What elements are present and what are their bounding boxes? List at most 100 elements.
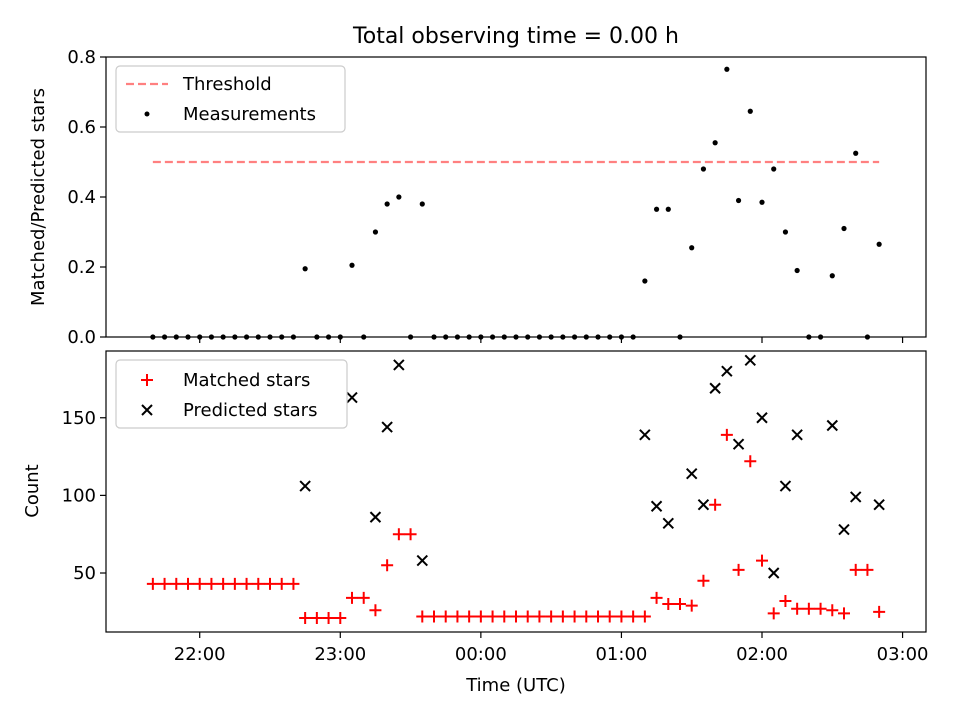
matched-star-point [474,610,487,623]
measurement-point [384,201,390,207]
matched-star-point [428,610,440,623]
measurement-point [349,262,355,268]
matched-star-point [228,577,241,590]
measurement-point [841,225,847,232]
measurement-point [724,66,730,72]
measurement-point [419,201,425,207]
matched-star-point [392,528,405,541]
bottom-y-tick-label: 50 [73,563,96,584]
matched-star-point [240,577,253,590]
matched-star-point [627,610,640,623]
matched-star-point [170,577,183,590]
predicted-star-point [873,498,885,511]
predicted-star-point [721,365,733,377]
predicted-star-point [697,498,710,511]
top-panel: 0.00.20.40.60.8 Matched/Predicted stars … [28,47,927,348]
predicted-star-point [650,500,663,512]
measurement-point [700,166,707,172]
measurement-point [712,140,718,146]
x-axis-label: Time (UTC) [465,675,566,696]
matched-star-point [193,577,206,590]
matched-star-point [158,577,171,590]
x-tick-label: 22:00 [174,644,226,665]
bottom-legend: Matched stars Predicted stars [115,359,348,429]
matched-star-point [732,563,745,576]
matched-star-point [287,577,300,590]
top-y-tick-label: 0.0 [67,327,96,348]
predicted-star-point [732,438,745,450]
matched-star-point [404,528,417,541]
predicted-star-point [662,517,674,530]
matched-star-point [685,599,698,612]
predicted-star-point [346,391,358,404]
matched-star-point [357,591,370,604]
matched-star-point [814,602,827,615]
measurement-point [853,150,859,156]
matched-star-point [533,610,546,623]
matched-star-point [791,602,804,615]
predicted-star-point [838,523,850,536]
measurement-point [665,206,671,212]
matched-star-point [756,554,768,567]
matched-stars-legend-marker [141,374,153,386]
predicted-star-point [381,421,393,433]
x-tick-label: 00:00 [455,644,507,665]
predicted-star-point [779,480,792,492]
top-legend: Threshold Measurements [115,65,346,133]
predicted-star-point [850,491,862,503]
bottom-legend-box [115,359,348,429]
predicted-star-point [639,429,651,441]
matched-star-point [275,577,288,590]
bottom-plot-frame [105,350,927,633]
matched-star-point [802,602,815,615]
matched-star-point [264,577,276,590]
matched-star-point [486,610,499,623]
matched-star-point [861,563,874,576]
x-tick-label: 03:00 [877,644,929,665]
predicted-star-point [709,382,721,394]
predicted-stars-legend-label: Predicted stars [183,400,317,421]
x-tick-label: 02:00 [736,644,788,665]
bottom-panel: 50 100 150 Count 22:00 23:00 00:00 01:00 02:00… [22,350,929,696]
predicted-star-point [768,567,780,579]
matched-star-point [416,610,429,623]
predicted-stars-legend-marker [141,404,153,416]
matched-star-point [767,607,780,620]
x-tick-label: 23:00 [314,644,366,665]
matched-star-point [510,610,522,623]
bottom-y-axis-label: Count [22,464,43,517]
matched-star-point [322,612,335,625]
measurement-point [642,278,648,284]
matched-star-point [146,577,159,590]
matched-star-point [826,604,839,617]
matched-star-point [182,577,194,590]
measurement-point [876,241,882,247]
matched-star-point [439,610,452,623]
x-tick-label: 01:00 [595,644,647,665]
matched-star-point [205,577,218,590]
matched-star-point [498,610,511,623]
measurement-point [759,199,765,205]
matched-star-point [720,428,733,441]
measurement-point [372,229,379,235]
matched-star-point [592,610,604,623]
matched-star-point [545,610,558,623]
threshold-legend-label: Threshold [182,74,272,95]
measurement-point [396,194,402,200]
matched-star-point [381,559,394,572]
measurement-point [653,206,660,212]
top-y-tick-label: 0.4 [67,187,96,208]
predicted-star-point [791,429,803,441]
measurement-point [302,266,308,272]
chart-title: Total observing time = 0.00 h [352,24,679,49]
bottom-y-tick-label: 150 [62,408,96,429]
matched-star-point [334,612,347,625]
predicted-star-point [369,511,382,523]
matched-star-point [369,604,382,617]
predicted-star-point [756,412,768,424]
matched-star-point [849,563,862,576]
measurement-point [782,229,789,235]
predicted-star-point [826,419,838,432]
matched-star-point [615,610,628,623]
